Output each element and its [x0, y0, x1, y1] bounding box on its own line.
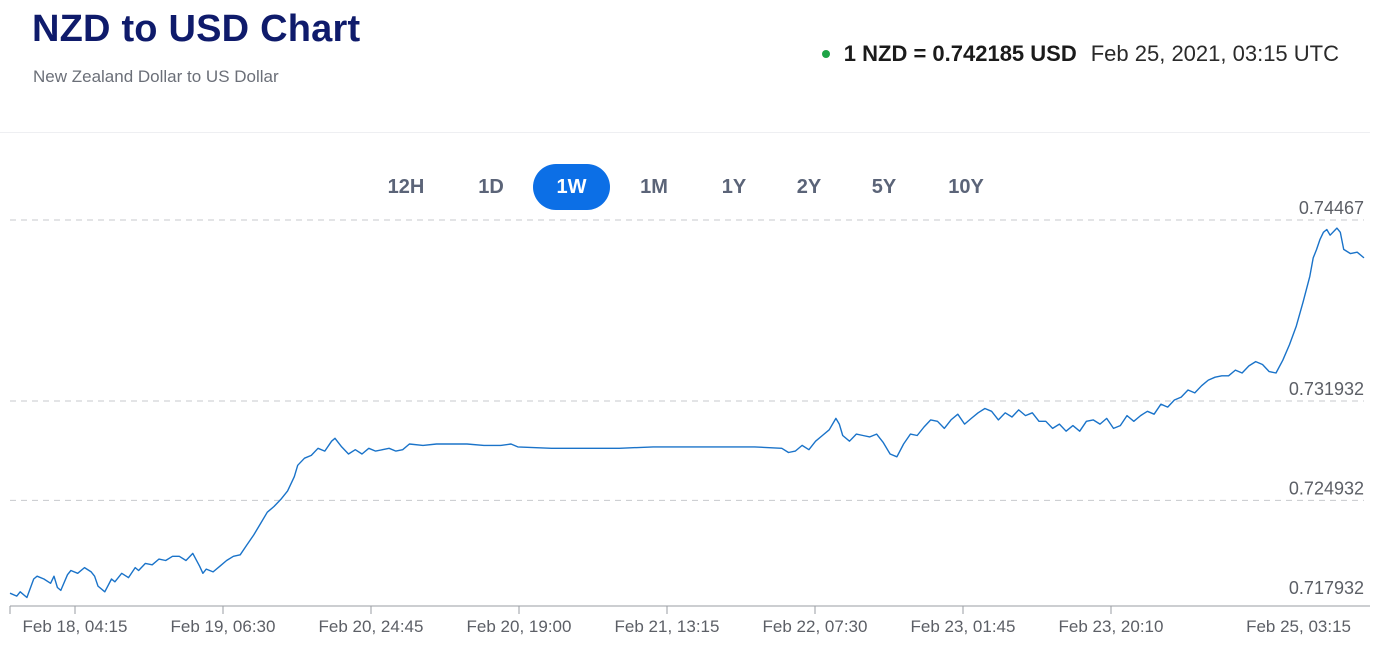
y-tick-label: 0.731932: [1289, 379, 1364, 399]
range-2y-button[interactable]: 2Y: [775, 164, 843, 210]
x-tick-label: Feb 23, 01:45: [911, 617, 1016, 636]
y-tick-label: 0.724932: [1289, 478, 1364, 498]
rate-value: 1 NZD = 0.742185 USD: [843, 41, 1077, 66]
x-tick-label: Feb 18, 04:15: [23, 617, 128, 636]
x-tick-label: Feb 21, 13:15: [615, 617, 720, 636]
y-tick-label: 0.717932: [1289, 578, 1364, 598]
range-12h-button[interactable]: 12H: [372, 164, 440, 210]
rate-series-line: [9, 227, 1365, 599]
current-rate: 1 NZD = 0.742185 USD Feb 25, 2021, 03:15…: [821, 41, 1339, 67]
header-divider: [0, 132, 1370, 133]
live-status-dot: [821, 50, 830, 58]
time-range-selector: 12H 1D 1W 1M 1Y 2Y 5Y 10Y: [0, 164, 1383, 210]
x-tick-label: Feb 22, 07:30: [763, 617, 868, 636]
page-title: NZD to USD Chart: [32, 8, 361, 50]
x-tick-label: Feb 20, 19:00: [467, 617, 572, 636]
range-1d-button[interactable]: 1D: [457, 164, 525, 210]
x-tick-label: Feb 20, 24:45: [319, 617, 424, 636]
x-tick-label: Feb 23, 20:10: [1059, 617, 1164, 636]
rate-timestamp: Feb 25, 2021, 03:15 UTC: [1090, 41, 1339, 66]
range-10y-button[interactable]: 10Y: [931, 164, 1001, 210]
range-1w-button[interactable]: 1W: [533, 164, 610, 210]
range-1m-button[interactable]: 1M: [620, 164, 688, 210]
page-subtitle: New Zealand Dollar to US Dollar: [33, 67, 279, 86]
x-tick-label: Feb 25, 03:15: [1246, 617, 1351, 636]
x-tick-label: Feb 19, 06:30: [171, 617, 276, 636]
range-5y-button[interactable]: 5Y: [850, 164, 918, 210]
range-1y-button[interactable]: 1Y: [700, 164, 768, 210]
y-tick-label: 0.74467: [1299, 198, 1364, 218]
